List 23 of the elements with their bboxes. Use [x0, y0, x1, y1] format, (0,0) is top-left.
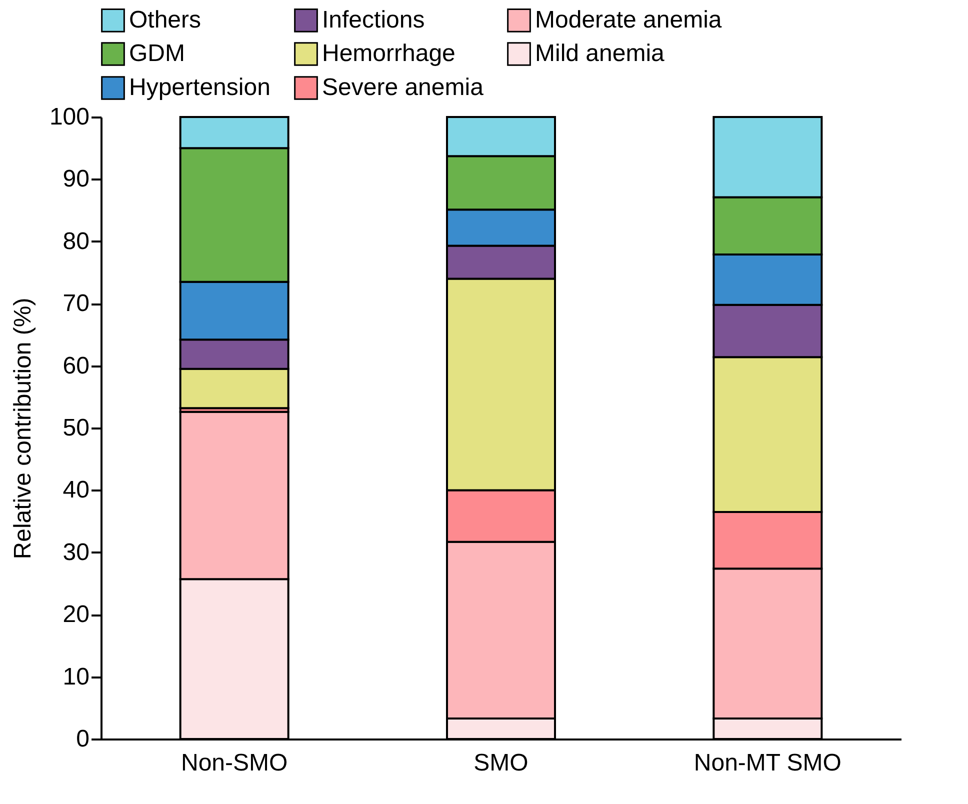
- y-tick-label: 50: [62, 414, 90, 442]
- y-tick-label: 40: [62, 476, 90, 504]
- y-tick-label: 60: [62, 352, 90, 380]
- x-tick-label: SMO: [474, 750, 528, 776]
- legend-label: Hypertension: [129, 74, 270, 101]
- y-tick-label: 20: [62, 601, 90, 628]
- y-tick-label: 70: [62, 290, 90, 318]
- y-axis-title: Relative contribution (%): [9, 298, 36, 560]
- y-tick-label: 10: [62, 663, 90, 690]
- x-tick-label: Non-MT SMO: [694, 750, 842, 776]
- legend-label: Moderate anemia: [535, 6, 722, 34]
- y-tick-label: 0: [76, 726, 90, 752]
- legend-label: Severe anemia: [322, 74, 484, 101]
- legend-label: Others: [129, 6, 202, 34]
- legend-label: Infections: [322, 6, 425, 34]
- legend-label: Mild anemia: [535, 40, 666, 67]
- legend-label: Hemorrhage: [322, 40, 456, 67]
- y-tick-label: 100: [49, 104, 90, 130]
- x-tick-label: Non-SMO: [180, 750, 288, 776]
- legend-label: GDM: [129, 40, 185, 67]
- y-tick-label: 90: [62, 166, 90, 193]
- y-tick-label: 80: [62, 228, 90, 255]
- y-tick-label: 30: [62, 538, 90, 566]
